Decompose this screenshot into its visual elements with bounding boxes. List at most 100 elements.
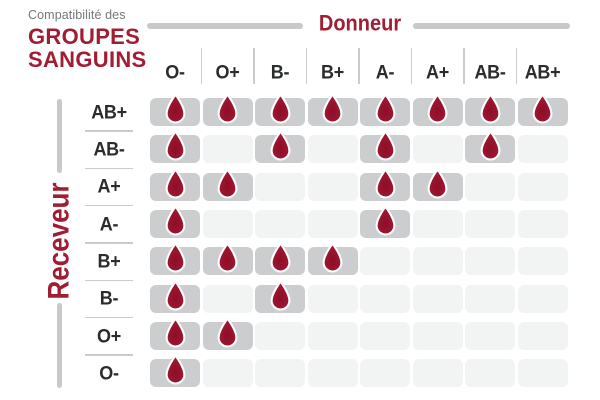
header-divider [515, 48, 517, 84]
receiver-label-O-: O- [85, 359, 133, 387]
receiver-label-O+: O+ [85, 322, 133, 350]
grid-cell-AB+-from-O- [150, 93, 200, 126]
receiver-label-B-: B- [85, 285, 133, 313]
row-divider [85, 130, 133, 132]
donor-header-label: B+ [321, 60, 344, 83]
grid-cell-B--from-AB- [465, 284, 515, 313]
grid-cell-O--from-B- [255, 359, 305, 388]
blood-drop-icon [270, 279, 290, 311]
grid-cell-B+-from-O- [150, 242, 200, 276]
donor-axis-label: Donneur [318, 11, 402, 36]
receiver-row-label: AB+ [91, 100, 127, 123]
blood-drop-icon [375, 167, 395, 199]
grid-cell-AB--from-O- [150, 130, 200, 164]
blood-drop-icon [480, 93, 500, 124]
compatibility-grid [150, 93, 570, 390]
blood-drop-icon [270, 242, 290, 273]
grid-cell-B--from-B- [255, 279, 305, 313]
grid-cell-A+-from-AB- [465, 172, 515, 201]
grid-cell-AB--from-AB+ [517, 135, 568, 164]
grid-cell-B+-from-A- [360, 247, 410, 276]
blood-drop-icon [322, 93, 343, 124]
grid-cell-O+-from-A- [360, 322, 410, 351]
donor-rule-right [413, 23, 570, 29]
blood-drop-icon [165, 354, 185, 385]
grid-cell-O--from-AB+ [517, 359, 568, 388]
grid-cell-AB+-from-A+ [412, 93, 463, 126]
donor-header-O-: O- [150, 54, 200, 90]
receiver-row-label: O+ [97, 324, 121, 347]
grid-cell-AB--from-AB- [465, 130, 515, 164]
receiver-row-label: AB- [93, 137, 125, 160]
blood-drop-icon [270, 93, 290, 124]
blood-drop-icon [532, 93, 553, 124]
grid-cell-AB+-from-B- [255, 93, 305, 126]
blood-drop-icon [427, 167, 448, 199]
row-divider [85, 316, 133, 319]
donor-header-label: A+ [426, 60, 449, 83]
header-divider [305, 48, 307, 84]
grid-cell-AB--from-O+ [202, 135, 253, 164]
grid-cell-B+-from-AB- [465, 247, 515, 276]
donor-header-label: O- [165, 60, 185, 83]
blood-drop-icon [217, 167, 238, 199]
grid-cell-B--from-A- [360, 284, 410, 313]
donor-header-A+: A+ [413, 54, 463, 90]
grid-cell-AB+-from-B+ [307, 93, 358, 126]
grid-cell-A--from-A- [360, 205, 410, 239]
blood-drop-icon [165, 279, 185, 311]
donor-header-AB-: AB- [465, 54, 515, 90]
grid-cell-A+-from-A- [360, 167, 410, 201]
blood-drop-icon [375, 205, 395, 236]
receiver-row-label: A+ [97, 175, 121, 198]
blood-drop-icon [165, 167, 185, 199]
grid-cell-AB+-from-O+ [202, 93, 253, 126]
grid-cell-B--from-B+ [307, 284, 358, 313]
grid-cell-AB+-from-A- [360, 93, 410, 126]
grid-cell-O+-from-A+ [412, 322, 463, 351]
receiver-row-label: A- [99, 212, 119, 235]
header-divider [463, 48, 465, 84]
grid-cell-A--from-O+ [202, 210, 253, 239]
donor-column-headers: O- O+ B- B+ A- A+ AB- AB+ [150, 48, 570, 90]
header-divider [358, 48, 360, 84]
receiver-rule-bottom [57, 303, 62, 388]
grid-cell-A+-from-O+ [202, 167, 253, 201]
donor-rule-left [147, 23, 303, 29]
grid-cell-A+-from-B- [255, 172, 305, 201]
grid-cell-B--from-O- [150, 279, 200, 313]
grid-cell-B+-from-AB+ [517, 247, 568, 276]
grid-cell-O--from-AB- [465, 359, 515, 388]
receiver-row-label: B- [99, 287, 119, 310]
grid-cell-O+-from-B- [255, 322, 305, 351]
blood-drop-icon [165, 93, 185, 124]
grid-cell-A+-from-AB+ [517, 172, 568, 201]
title-line-sanguins: SANGUINS [28, 47, 147, 72]
receiver-label-A-: A- [85, 210, 133, 238]
row-divider [85, 279, 133, 281]
receiver-label-AB+: AB+ [85, 98, 133, 126]
donor-header-A-: A- [360, 54, 410, 90]
grid-cell-O+-from-B+ [307, 322, 358, 351]
receiver-axis-label: Receveur [40, 182, 75, 300]
grid-cell-O--from-B+ [307, 359, 358, 388]
donor-header-O+: O+ [203, 54, 253, 90]
grid-cell-O+-from-AB+ [517, 322, 568, 351]
header-divider [410, 48, 412, 84]
grid-cell-O--from-A- [360, 359, 410, 388]
donor-header-B+: B+ [308, 54, 358, 90]
blood-drop-icon [270, 130, 290, 161]
grid-cell-A--from-AB- [465, 210, 515, 239]
receiver-row-label: B+ [97, 249, 121, 272]
chart-title: Compatibilité des GROUPES SANGUINS [28, 8, 147, 71]
grid-cell-AB--from-B+ [307, 135, 358, 164]
grid-cell-B--from-AB+ [517, 284, 568, 313]
blood-drop-icon [427, 93, 448, 124]
grid-cell-A--from-A+ [412, 210, 463, 239]
grid-cell-O+-from-AB- [465, 322, 515, 351]
grid-cell-AB+-from-AB- [465, 93, 515, 126]
grid-cell-AB--from-B- [255, 130, 305, 164]
grid-cell-A+-from-A+ [412, 167, 463, 201]
donor-header-label: AB- [474, 60, 506, 83]
